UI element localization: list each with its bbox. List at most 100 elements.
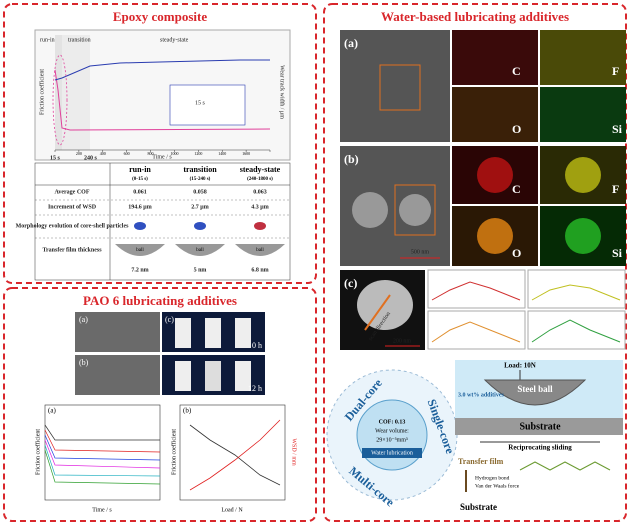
curve — [189, 424, 281, 486]
column-header: run-in — [129, 165, 151, 174]
column-range: (0-15 s) — [132, 177, 148, 182]
map-dot — [477, 218, 513, 254]
panel-title: Water-based lubricating additives — [381, 9, 569, 24]
panel-frame — [323, 3, 627, 522]
vial — [205, 361, 221, 391]
tem-image — [75, 355, 160, 395]
ball-label: ball — [256, 248, 264, 253]
wear-label: Wear volume: — [375, 428, 409, 434]
column-header: transition — [183, 165, 217, 174]
substrate-label: Substrate — [519, 421, 561, 432]
scan-curve — [431, 281, 521, 301]
marker-label: 15 s — [50, 155, 61, 161]
cof-curve — [54, 69, 271, 131]
row-label: Morphology evolution of core-shell parti… — [16, 223, 130, 229]
particle — [352, 192, 388, 228]
marker-label: 240 s — [84, 155, 98, 161]
vial — [235, 318, 251, 348]
element-label: O — [512, 122, 521, 136]
epoxy-table: run-in (0-15 s) transition (15-240 s) steady… — [16, 162, 291, 281]
map-dot — [477, 157, 513, 193]
pao-images: (a) (b) (c) 0 h 12 h — [75, 312, 265, 395]
table-cell: 7.2 nm — [131, 267, 148, 273]
panel-label: (a) — [79, 315, 88, 324]
callout — [52, 54, 68, 146]
stage-label: run-in — [40, 37, 55, 43]
y2-axis-label: WSD / mm — [291, 438, 297, 466]
chart-frame — [179, 404, 286, 501]
table-cell: 4.3 μm — [251, 204, 268, 210]
table-cell: 0.058 — [193, 189, 207, 195]
ball-label: Steel ball — [517, 384, 553, 394]
element-label: O — [512, 246, 521, 260]
time-label: 0 h — [252, 341, 262, 350]
ball — [175, 244, 225, 256]
element-label: F — [612, 64, 619, 78]
stage-band — [62, 35, 90, 150]
core-center — [356, 399, 428, 471]
ball — [115, 244, 165, 256]
row-label: Increment of WSD — [48, 204, 97, 210]
column-header: steady-state — [240, 165, 281, 174]
sliding-label: Reciprocating sliding — [508, 444, 572, 452]
particle — [357, 280, 413, 330]
row-label: Average COF — [54, 189, 89, 195]
x-tick-label: 1200 — [194, 151, 202, 156]
scale-label: 200 nm — [393, 338, 412, 344]
selection — [379, 64, 421, 111]
panel-label: (a) — [344, 36, 358, 50]
lubrication-label: Water lubrication — [371, 450, 413, 456]
x-tick-label: 400 — [100, 151, 106, 156]
scan-plot — [527, 310, 626, 350]
panel-frame — [3, 3, 317, 284]
tem-image — [75, 312, 160, 352]
x-axis-label: Time / s — [152, 154, 172, 160]
force-label: Hydrogen bond — [475, 475, 510, 481]
y-axis-label: Friction coefficient — [34, 429, 41, 475]
ball-label: ball — [136, 248, 144, 253]
curve — [189, 419, 281, 491]
x-tick-label: 800 — [148, 151, 154, 156]
map-dot — [565, 218, 601, 254]
row-label: Transfer film thickness — [42, 247, 102, 253]
panel-label: (a) — [48, 407, 56, 415]
table-cell: 2.7 μm — [191, 204, 208, 210]
film-label: Transfer film — [458, 457, 504, 466]
selection — [394, 184, 436, 236]
stage-label: transition — [68, 37, 91, 43]
vial — [205, 318, 221, 348]
steel-ball — [483, 379, 587, 406]
panel-label: (c) — [165, 315, 174, 324]
scan-curve — [531, 284, 621, 301]
element-label: Si — [612, 122, 623, 136]
time-label: 12 h — [248, 384, 262, 393]
column-range: (240-1800 s) — [247, 177, 273, 182]
substrate-label: Substrate — [460, 502, 497, 512]
ball — [235, 244, 285, 256]
water-diagram: COF: 0.13 Wear volume: 29×10⁻³mm³ Water … — [326, 360, 623, 512]
particle — [134, 222, 146, 230]
curve — [44, 444, 161, 477]
wear-value: 29×10⁻³mm³ — [376, 437, 408, 443]
map-si — [540, 87, 626, 142]
curve — [44, 439, 161, 469]
pao-chart-a: (a) Time / s Friction coefficient — [34, 404, 161, 513]
element-label: Si — [612, 246, 623, 260]
table-cell: 6.8 nm — [251, 267, 268, 273]
element-label: F — [612, 182, 619, 196]
y2-axis-label: Wear track width / μm — [279, 65, 285, 119]
curve — [44, 434, 161, 461]
panel-label: (b) — [79, 358, 89, 367]
map-c — [452, 30, 538, 85]
x-axis-label: Time / s — [92, 507, 112, 513]
map-f — [540, 30, 626, 85]
panel-title: PAO 6 lubricating additives — [83, 293, 237, 308]
sem-image — [340, 30, 450, 142]
table-cell: 194.6 μm — [128, 204, 151, 210]
inset — [169, 84, 246, 126]
vial — [175, 361, 191, 391]
panel-label: (b) — [183, 407, 192, 415]
panel-frame — [3, 287, 317, 522]
additive-label: 3.0 wt% additives — [458, 392, 505, 398]
